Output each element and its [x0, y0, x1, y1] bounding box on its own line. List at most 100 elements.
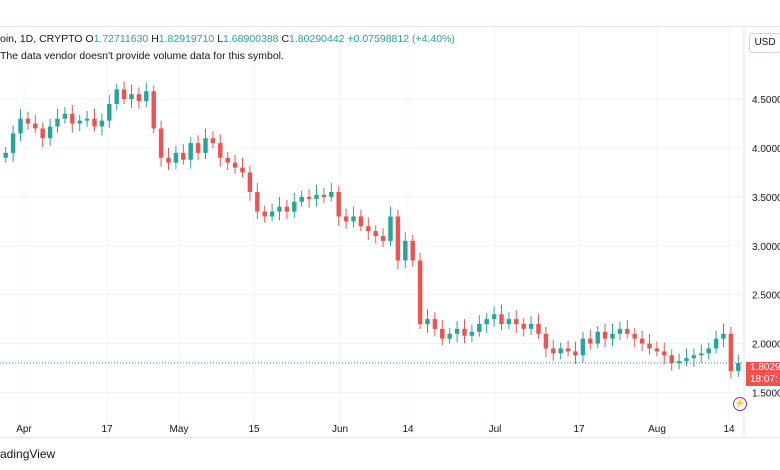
candle-body — [195, 143, 201, 153]
candle — [662, 342, 667, 365]
candle-body — [255, 192, 260, 212]
time-tick-label: 14 — [723, 424, 735, 435]
candle — [558, 342, 563, 360]
candle-body — [639, 338, 645, 344]
candle — [129, 84, 134, 108]
candle-body — [380, 236, 386, 241]
candle-body — [84, 118, 90, 121]
candle-body — [432, 319, 438, 329]
candle-body — [395, 216, 401, 261]
candle — [395, 209, 401, 270]
price-axis: 4.5000 4.0000 3.5000 3.0000 2.5000 2.0000 1.50… — [743, 27, 780, 437]
candle — [306, 189, 312, 208]
candle-body — [25, 118, 31, 124]
candle-body — [491, 314, 497, 320]
candle — [329, 183, 334, 202]
candle-body — [3, 152, 8, 158]
last-price-value: 1.8029 — [750, 362, 780, 373]
candle — [366, 217, 371, 240]
candle — [625, 320, 630, 339]
candle — [107, 95, 112, 129]
candle — [166, 148, 171, 171]
candle — [99, 113, 105, 136]
candle — [499, 304, 504, 331]
candle — [632, 327, 637, 348]
candle-body — [284, 206, 290, 212]
candle — [477, 315, 482, 337]
candle-body — [321, 194, 327, 197]
price-tick-label: 2.5000 — [752, 291, 780, 302]
high-label: H — [151, 33, 159, 45]
candle-body — [114, 89, 119, 104]
time-tick-label: Apr — [16, 424, 32, 435]
candle — [321, 188, 327, 204]
candle-body — [92, 118, 97, 127]
candle — [728, 326, 734, 379]
candle-body — [314, 194, 319, 199]
candle — [447, 327, 452, 344]
ohlc-legend: oin, 1D, CRYPTO O1.72711630 H1.82919710 … — [0, 33, 455, 45]
candle-body — [351, 216, 356, 222]
candle-body — [713, 338, 719, 349]
candle-body — [551, 348, 556, 354]
candle-body — [173, 152, 179, 163]
candle — [639, 330, 645, 352]
close-label: C — [281, 33, 290, 45]
candle — [269, 203, 275, 222]
candle-body — [329, 192, 334, 197]
candle — [3, 147, 8, 163]
alert-clock-icon[interactable]: ⚡ — [733, 397, 747, 411]
candle — [536, 314, 541, 339]
time-tick-label: 14 — [402, 424, 414, 435]
candle — [232, 154, 238, 174]
candle — [699, 344, 704, 363]
candle-body — [188, 143, 193, 160]
volume-notice: The data vendor doesn't provide volume d… — [0, 50, 284, 62]
candle-body — [699, 353, 704, 356]
candle-body — [40, 128, 45, 139]
time-axis: Apr 17 May 15 Jun 14 Jul 17 Aug 14 — [16, 424, 735, 435]
currency-button[interactable]: USD — [749, 33, 780, 53]
symbol-label[interactable]: oin, 1D, CRYPTO — [0, 33, 83, 45]
candle-body — [647, 343, 652, 349]
candle-body — [617, 328, 623, 334]
candle-body — [47, 126, 53, 139]
candle-body — [684, 358, 689, 362]
candle-body — [158, 128, 164, 158]
candle — [425, 309, 430, 333]
candle-body — [736, 363, 741, 371]
candle — [218, 134, 223, 167]
candle-body — [469, 331, 475, 336]
candle-body — [632, 333, 637, 339]
candle — [144, 82, 149, 108]
candle-body — [18, 118, 23, 134]
low-value: 1.68900388 — [223, 33, 279, 45]
candle — [565, 340, 571, 357]
candle-body — [447, 333, 452, 339]
candle-body — [610, 333, 615, 339]
candle-body — [454, 328, 460, 334]
candle — [713, 330, 719, 354]
candle-body — [506, 319, 512, 324]
candle-body — [706, 348, 711, 354]
candle — [691, 348, 697, 368]
candle — [47, 118, 53, 146]
candle-body — [654, 348, 660, 352]
candle-body — [580, 338, 586, 356]
candle-body — [536, 324, 541, 334]
candle — [454, 321, 460, 343]
open-value: 1.72711630 — [93, 33, 149, 45]
candle — [203, 128, 208, 160]
candle-body — [543, 333, 549, 349]
candle — [595, 325, 600, 349]
candle — [514, 310, 519, 333]
candle — [284, 199, 290, 220]
time-tick-label: Aug — [648, 424, 666, 435]
candle — [417, 252, 423, 329]
candle — [484, 313, 489, 333]
price-tick-label: 4.0000 — [752, 144, 780, 155]
open-label: O — [85, 33, 94, 45]
candle-body — [151, 91, 156, 129]
tradingview-watermark[interactable]: adingView — [0, 447, 56, 461]
